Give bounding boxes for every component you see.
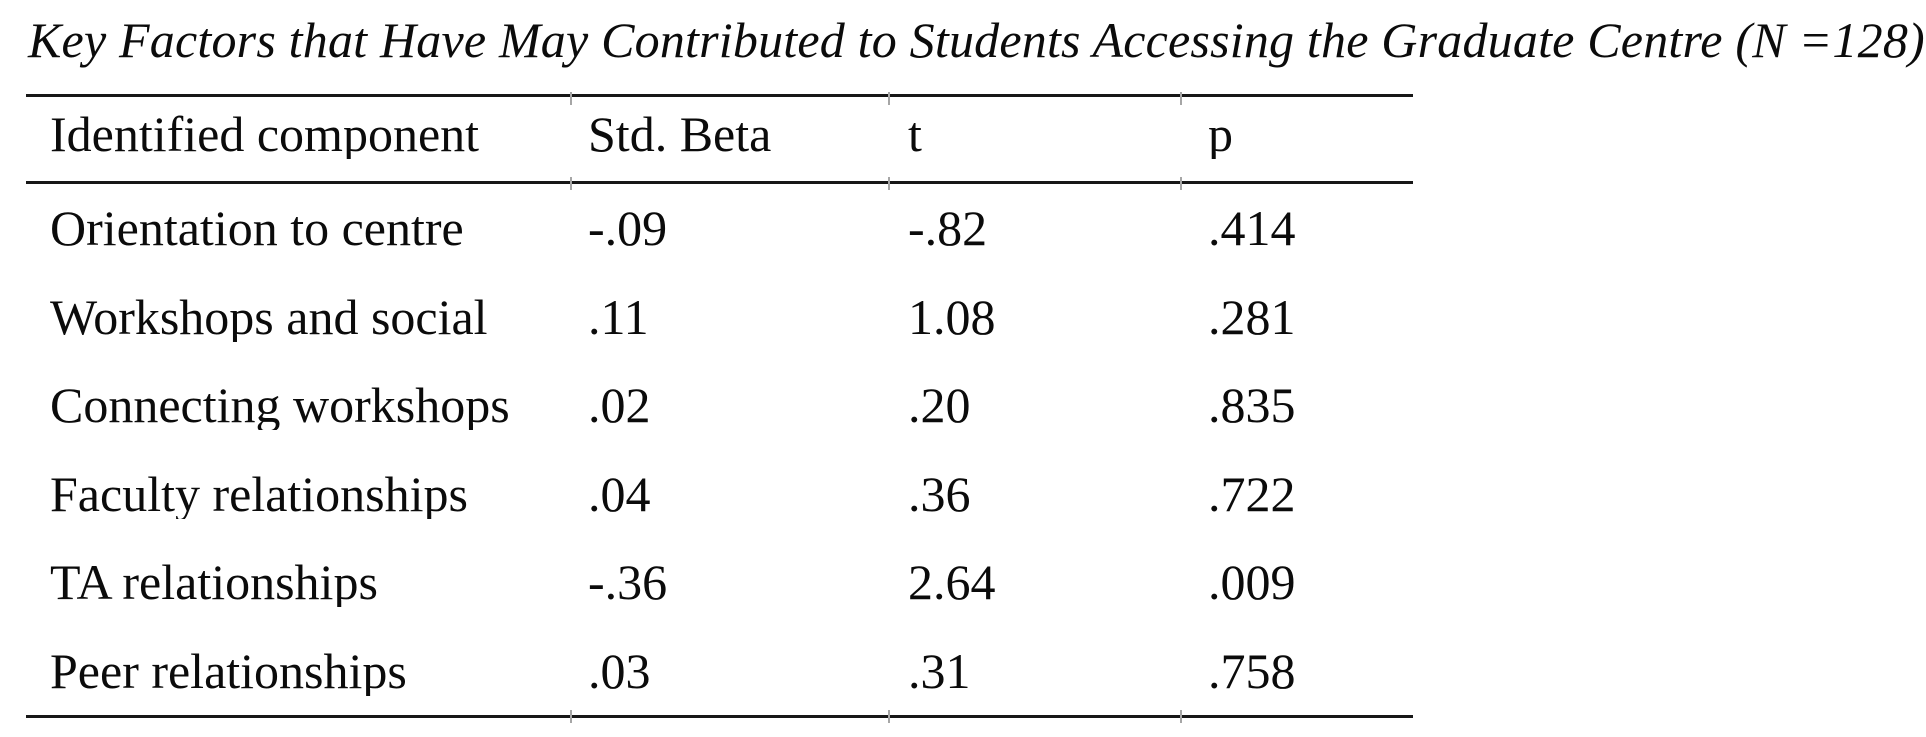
cell-std-beta: .02	[588, 380, 651, 431]
cell-t: .20	[908, 380, 971, 431]
cell-component: Connecting workshops	[50, 380, 510, 431]
cell-t: 1.08	[908, 291, 996, 342]
cell-component: Faculty relationships	[50, 468, 468, 519]
cell-component: Workshops and social	[50, 291, 488, 342]
cell-boundary-tick	[570, 177, 572, 190]
table-row-peer-relationships: Peer relationships .03 .31 .758	[26, 627, 1413, 716]
table-row-orientation-to-centre: Orientation to centre -.09 -.82 .414	[26, 184, 1413, 273]
cell-t: .36	[908, 468, 971, 519]
table-row-faculty-relationships: Faculty relationships .04 .36 .722	[26, 450, 1413, 539]
cell-boundary-tick	[888, 92, 890, 105]
header-p: p	[1208, 106, 1233, 159]
cell-boundary-tick	[1180, 710, 1182, 723]
cell-p: .722	[1208, 468, 1296, 519]
cell-t: 2.64	[908, 557, 996, 608]
cell-std-beta: .11	[588, 291, 649, 342]
cell-p: .009	[1208, 557, 1296, 608]
cell-boundary-tick	[570, 92, 572, 105]
header-t: t	[908, 106, 922, 159]
cell-std-beta: .03	[588, 645, 651, 696]
header-std-beta: Std. Beta	[588, 106, 772, 159]
cell-component: TA relationships	[50, 557, 378, 608]
cell-boundary-tick	[1180, 177, 1182, 190]
cell-p: .835	[1208, 380, 1296, 431]
regression-results-table: Identified component Std. Beta t p Orien…	[26, 92, 1413, 723]
table-row-ta-relationships: TA relationships -.36 2.64 .009	[26, 538, 1413, 627]
cell-p: .414	[1208, 203, 1296, 254]
cell-component: Peer relationships	[50, 645, 407, 696]
cell-p: .281	[1208, 291, 1296, 342]
cell-boundary-tick	[888, 177, 890, 190]
cell-boundary-tick	[1180, 92, 1182, 105]
cell-t: -.82	[908, 203, 988, 254]
table-caption: Key Factors that Have May Contributed to…	[28, 12, 1925, 68]
table-row-connecting-workshops: Connecting workshops .02 .20 .835	[26, 361, 1413, 450]
header-identified-component: Identified component	[50, 106, 480, 159]
cell-p: .758	[1208, 645, 1296, 696]
table-header-row: Identified component Std. Beta t p	[26, 97, 1413, 184]
cell-boundary-tick	[888, 710, 890, 723]
cell-std-beta: -.09	[588, 203, 668, 254]
cell-boundary-tick	[570, 710, 572, 723]
cell-std-beta: .04	[588, 468, 651, 519]
cell-t: .31	[908, 645, 971, 696]
table-row-workshops-and-social: Workshops and social .11 1.08 .281	[26, 273, 1413, 362]
cell-component: Orientation to centre	[50, 203, 464, 254]
cell-std-beta: -.36	[588, 557, 668, 608]
